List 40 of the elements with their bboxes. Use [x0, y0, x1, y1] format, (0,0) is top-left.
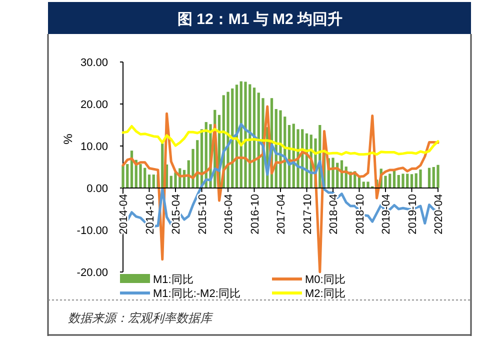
bar	[366, 182, 370, 188]
bar	[139, 164, 142, 188]
y-tick-label: 0.00	[86, 183, 108, 195]
x-tick-label: 2016-10	[249, 194, 262, 234]
bar	[148, 174, 151, 188]
x-tick-label: 2015-04	[170, 194, 182, 234]
y-tick-label: -20.00	[76, 267, 108, 279]
bar	[174, 172, 177, 188]
y-tick-label: 20.00	[80, 99, 108, 111]
legend-label: M2:同比	[305, 287, 346, 300]
legend-label: M0:同比	[305, 273, 346, 286]
y-axis-title: %	[61, 133, 75, 144]
legend-label: M1:同比:-M2:同比	[153, 287, 240, 300]
bar	[436, 164, 440, 188]
bar	[122, 166, 124, 188]
source-note: 数据来源：宏观利率数据库	[68, 311, 214, 325]
x-tick-label: 2015-10	[196, 194, 209, 234]
x-tick-label: 2018-04	[328, 194, 340, 234]
bar	[152, 174, 155, 188]
x-tick-label: 2019-10	[406, 194, 419, 234]
x-tick-label: 2017-04	[276, 194, 288, 234]
bar	[410, 174, 414, 188]
x-tick-label: 2018-10	[354, 194, 366, 234]
line-series	[122, 125, 440, 156]
x-tick-label: 2020-04	[433, 194, 445, 234]
bar	[428, 168, 431, 188]
y-tick-label: -10.00	[76, 225, 108, 237]
x-tick-label: 2019-04	[380, 194, 392, 234]
legend-label: M1:同比	[153, 273, 194, 286]
bar	[244, 82, 247, 188]
y-tick-label: 10.00	[80, 141, 108, 153]
bar	[419, 170, 422, 188]
chart-title: 图 12：M1 与 M2 均回升	[177, 11, 343, 28]
x-tick-label: 2017-10	[302, 194, 314, 234]
bar	[332, 158, 334, 188]
y-tick-label: 30.00	[80, 57, 108, 69]
x-tick-label: 2014-10	[144, 194, 156, 234]
x-tick-label: 2016-04	[223, 194, 235, 234]
bar	[161, 143, 164, 188]
bar	[402, 174, 404, 188]
